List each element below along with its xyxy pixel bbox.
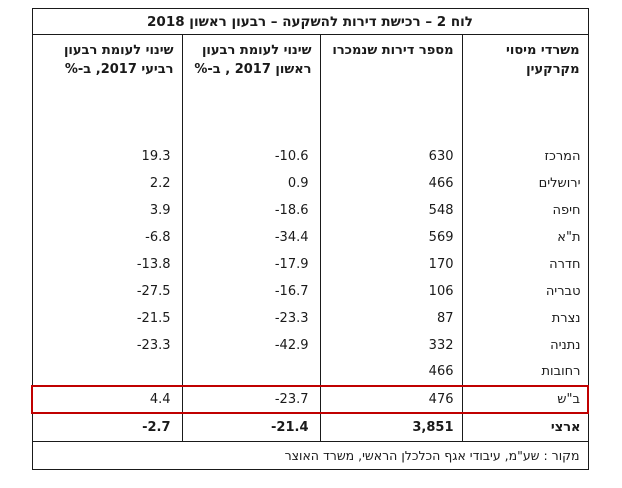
document-page: לוח 2 – רכישת דירות להשקעה – רבעון ראשון… xyxy=(31,8,589,470)
office-cell: רחובות xyxy=(461,358,589,386)
change-q1-cell: -18.6 xyxy=(181,196,321,224)
source-note: מקור : שע"מ, עיבודי אגף הכלכלן הראשי, מש… xyxy=(284,448,580,463)
sold-cell: 466 xyxy=(319,358,463,386)
change-q1-cell: -23.7 xyxy=(181,384,321,414)
table-row: ת"א 569 -34.4 -6.8 xyxy=(31,223,589,251)
total-change-q1-cell: -21.4 xyxy=(181,412,321,442)
table-row: המרכז 630 -10.6 19.3 xyxy=(31,142,589,170)
sold-cell: 476 xyxy=(319,384,463,414)
office-cell: המרכז xyxy=(461,142,589,170)
change-q4-cell: 2.2 xyxy=(31,169,183,197)
table-row: נצרת 87 -23.3 -21.5 xyxy=(31,304,589,332)
change-q1-cell xyxy=(181,358,321,386)
sold-cell: 332 xyxy=(319,331,463,359)
table-row: טבריה 106 -16.7 -27.5 xyxy=(31,277,589,305)
change-q4-cell: -6.8 xyxy=(31,223,183,251)
change-q4-cell: 19.3 xyxy=(31,142,183,170)
source-row: מקור : שע"מ, עיבודי אגף הכלכלן הראשי, מש… xyxy=(32,442,588,470)
table-row: ירושלים 466 0.9 2.2 xyxy=(31,169,589,197)
total-change-q4-cell: -2.7 xyxy=(31,412,183,442)
change-q1-cell: -42.9 xyxy=(181,331,321,359)
change-q1-cell: -16.7 xyxy=(181,277,321,305)
table-row: חיפה 548 -18.6 3.9 xyxy=(31,196,589,224)
change-q1-cell: 0.9 xyxy=(181,169,321,197)
change-q4-cell: 4.4 xyxy=(31,384,183,414)
table-header-row: משרדי מיסוי מקרקעין מספר דירות שנמכרו שי… xyxy=(31,34,589,143)
header-apartments-sold: מספר דירות שנמכרו xyxy=(319,34,463,143)
change-q4-cell: -23.3 xyxy=(31,331,183,359)
header-change-vs-q4-2017: שינוי לעומת רבעון רביעי 2017, ב-% xyxy=(31,34,183,143)
sold-cell: 170 xyxy=(319,250,463,278)
change-q1-cell: -10.6 xyxy=(181,142,321,170)
office-cell: ב"ש xyxy=(461,384,589,414)
table-total-row: ארצי 3,851 -21.4 -2.7 xyxy=(31,412,589,442)
office-cell: חדרה xyxy=(461,250,589,278)
sold-cell: 548 xyxy=(319,196,463,224)
office-cell: ירושלים xyxy=(461,169,589,197)
total-office-cell: ארצי xyxy=(461,412,589,442)
header-tax-offices: משרדי מיסוי מקרקעין xyxy=(461,34,589,143)
sold-cell: 106 xyxy=(319,277,463,305)
sold-cell: 87 xyxy=(319,304,463,332)
table-row: נתניה 332 -42.9 -23.3 xyxy=(31,331,589,359)
table-title-row: לוח 2 – רכישת דירות להשקעה – רבעון ראשון… xyxy=(32,8,588,35)
total-sold-cell: 3,851 xyxy=(319,412,463,442)
table-row-highlighted: ב"ש 476 -23.7 4.4 xyxy=(31,384,589,414)
office-cell: ת"א xyxy=(461,223,589,251)
change-q1-cell: -23.3 xyxy=(181,304,321,332)
sold-cell: 630 xyxy=(319,142,463,170)
change-q4-cell: -13.8 xyxy=(31,250,183,278)
office-cell: נצרת xyxy=(461,304,589,332)
office-cell: טבריה xyxy=(461,277,589,305)
change-q4-cell: -27.5 xyxy=(31,277,183,305)
sold-cell: 466 xyxy=(319,169,463,197)
change-q4-cell: 3.9 xyxy=(31,196,183,224)
change-q1-cell: -17.9 xyxy=(181,250,321,278)
investment-apartments-table: לוח 2 – רכישת דירות להשקעה – רבעון ראשון… xyxy=(31,8,589,470)
change-q4-cell xyxy=(31,358,183,386)
table-row: חדרה 170 -17.9 -13.8 xyxy=(31,250,589,278)
header-change-vs-q1-2017: שינוי לעומת רבעון ראשון 2017 , ב-% xyxy=(181,34,321,143)
sold-cell: 569 xyxy=(319,223,463,251)
change-q4-cell: -21.5 xyxy=(31,304,183,332)
table-row: רחובות 466 xyxy=(31,358,589,386)
office-cell: נתניה xyxy=(461,331,589,359)
office-cell: חיפה xyxy=(461,196,589,224)
change-q1-cell: -34.4 xyxy=(181,223,321,251)
table-title: לוח 2 – רכישת דירות להשקעה – רבעון ראשון… xyxy=(32,8,588,35)
